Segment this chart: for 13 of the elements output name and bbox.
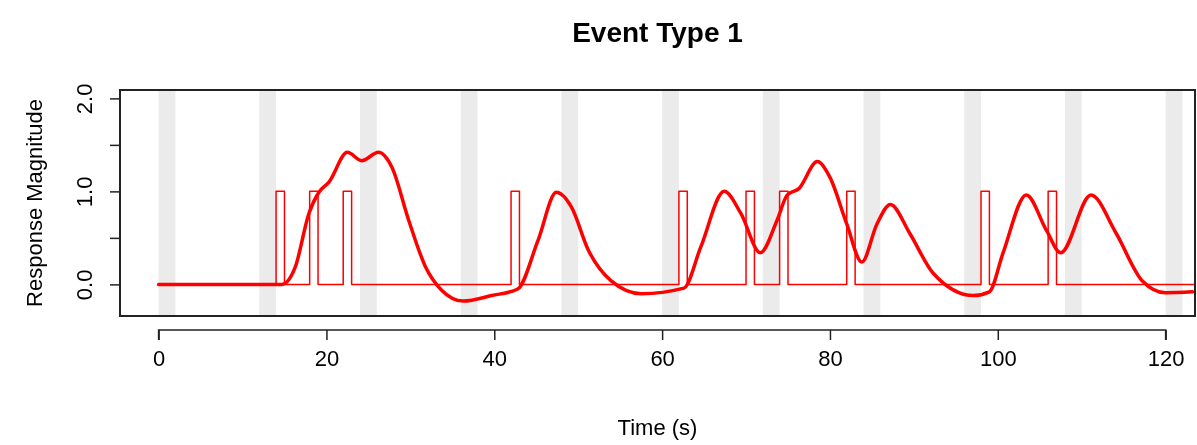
- x-axis-title: Time (s): [617, 415, 698, 440]
- x-tick-label: 20: [314, 345, 340, 371]
- y-tick-label: 2.0: [72, 83, 97, 115]
- chart-title: Event Type 1: [572, 17, 743, 48]
- x-tick-label: 120: [1147, 345, 1185, 371]
- y-tick-label: 0.0: [72, 269, 97, 301]
- x-tick-label: 80: [818, 345, 843, 371]
- y-tick-label: 1.0: [72, 176, 97, 208]
- x-tick-label: 100: [979, 345, 1017, 371]
- x-tick-label: 60: [650, 345, 675, 371]
- y-axis-title: Response Magnitude: [22, 99, 47, 307]
- x-tick-label: 0: [152, 345, 166, 371]
- x-tick-label: 40: [482, 345, 508, 371]
